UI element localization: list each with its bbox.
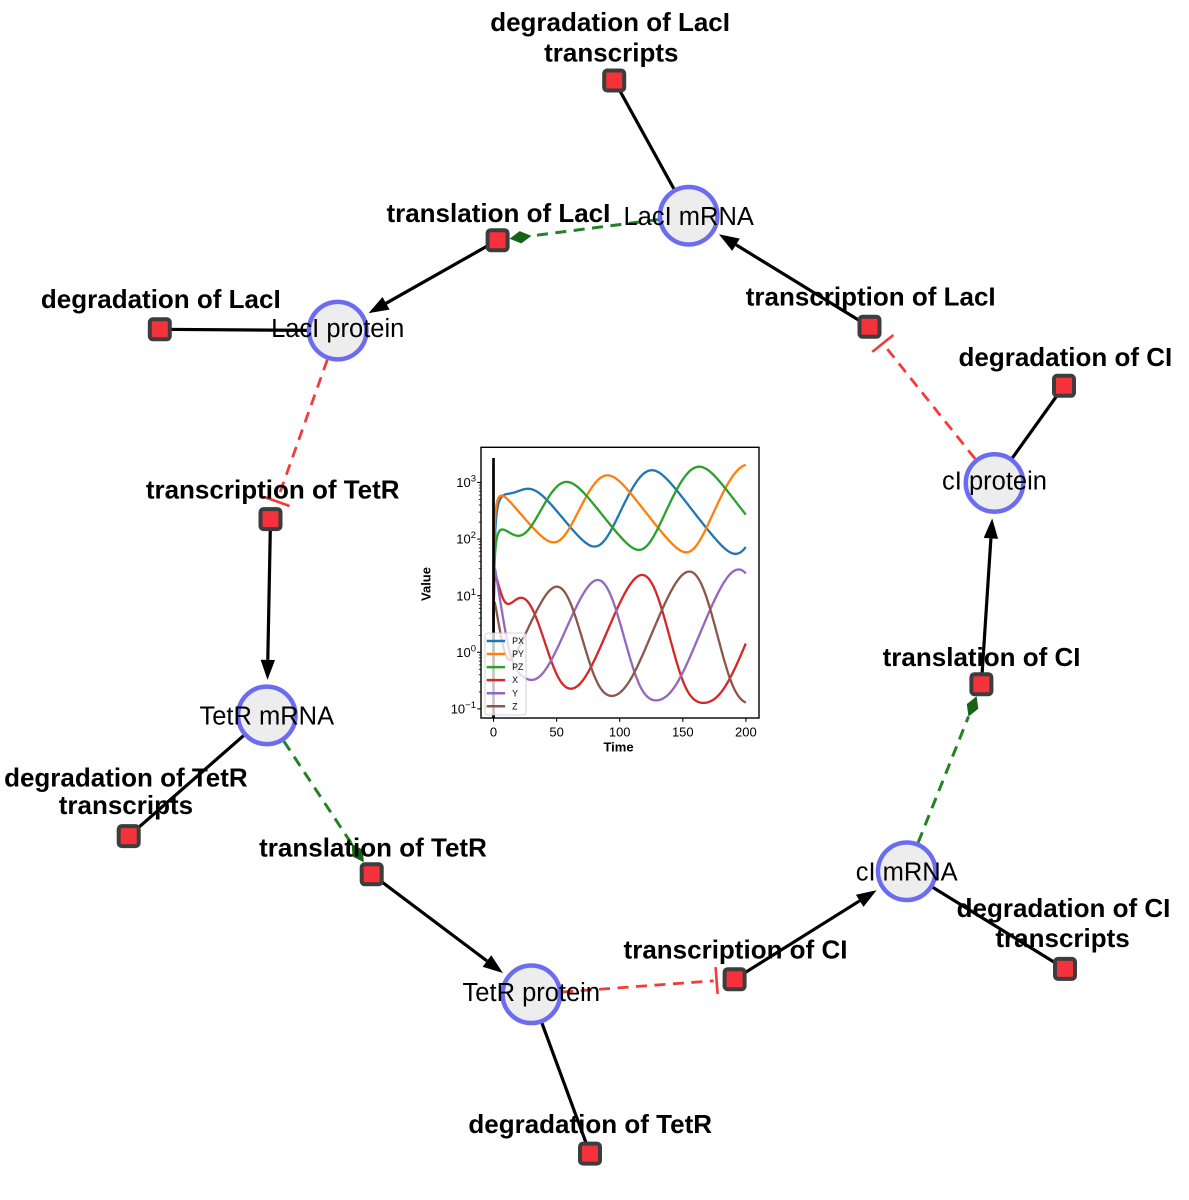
svg-text:50: 50 bbox=[549, 725, 563, 740]
svg-text:degradation of CI: degradation of CI bbox=[959, 342, 1173, 372]
svg-text:translation of CI: translation of CI bbox=[883, 642, 1081, 672]
svg-text:PX: PX bbox=[512, 636, 524, 646]
svg-text:LacI mRNA: LacI mRNA bbox=[624, 203, 754, 231]
svg-text:translation of TetR: translation of TetR bbox=[259, 832, 487, 862]
svg-text:102: 102 bbox=[456, 530, 476, 547]
svg-text:100: 100 bbox=[456, 643, 476, 660]
svg-text:cI mRNA: cI mRNA bbox=[856, 859, 958, 887]
svg-text:degradation of TetR: degradation of TetR bbox=[4, 763, 248, 793]
svg-text:TetR mRNA: TetR mRNA bbox=[199, 703, 334, 731]
svg-text:Z: Z bbox=[512, 701, 518, 711]
svg-text:150: 150 bbox=[672, 725, 694, 740]
svg-text:PZ: PZ bbox=[512, 662, 524, 672]
svg-text:degradation of CI: degradation of CI bbox=[957, 893, 1171, 923]
svg-text:transcription of TetR: transcription of TetR bbox=[146, 474, 400, 504]
svg-text:0: 0 bbox=[490, 725, 497, 740]
svg-text:PY: PY bbox=[512, 649, 524, 659]
svg-text:transcription of CI: transcription of CI bbox=[624, 935, 848, 965]
svg-text:Value: Value bbox=[419, 567, 434, 601]
svg-text:cI protein: cI protein bbox=[942, 468, 1047, 496]
svg-text:transcription of LacI: transcription of LacI bbox=[746, 282, 996, 312]
svg-text:Time: Time bbox=[603, 740, 633, 755]
svg-text:transcripts: transcripts bbox=[59, 790, 193, 820]
svg-text:100: 100 bbox=[609, 725, 631, 740]
svg-text:LacI protein: LacI protein bbox=[271, 315, 404, 343]
svg-text:TetR protein: TetR protein bbox=[463, 979, 601, 1007]
svg-text:200: 200 bbox=[735, 725, 757, 740]
svg-text:X: X bbox=[512, 675, 518, 685]
svg-text:10−1: 10−1 bbox=[451, 700, 476, 717]
svg-text:103: 103 bbox=[456, 474, 476, 491]
svg-text:Y: Y bbox=[512, 688, 518, 698]
svg-text:transcripts: transcripts bbox=[544, 38, 678, 68]
svg-text:degradation of TetR: degradation of TetR bbox=[468, 1109, 712, 1139]
svg-text:translation of LacI: translation of LacI bbox=[386, 198, 610, 228]
svg-text:101: 101 bbox=[456, 587, 476, 604]
svg-text:transcripts: transcripts bbox=[995, 923, 1129, 953]
svg-text:degradation of LacI: degradation of LacI bbox=[490, 7, 730, 37]
svg-text:degradation of LacI: degradation of LacI bbox=[41, 284, 281, 314]
